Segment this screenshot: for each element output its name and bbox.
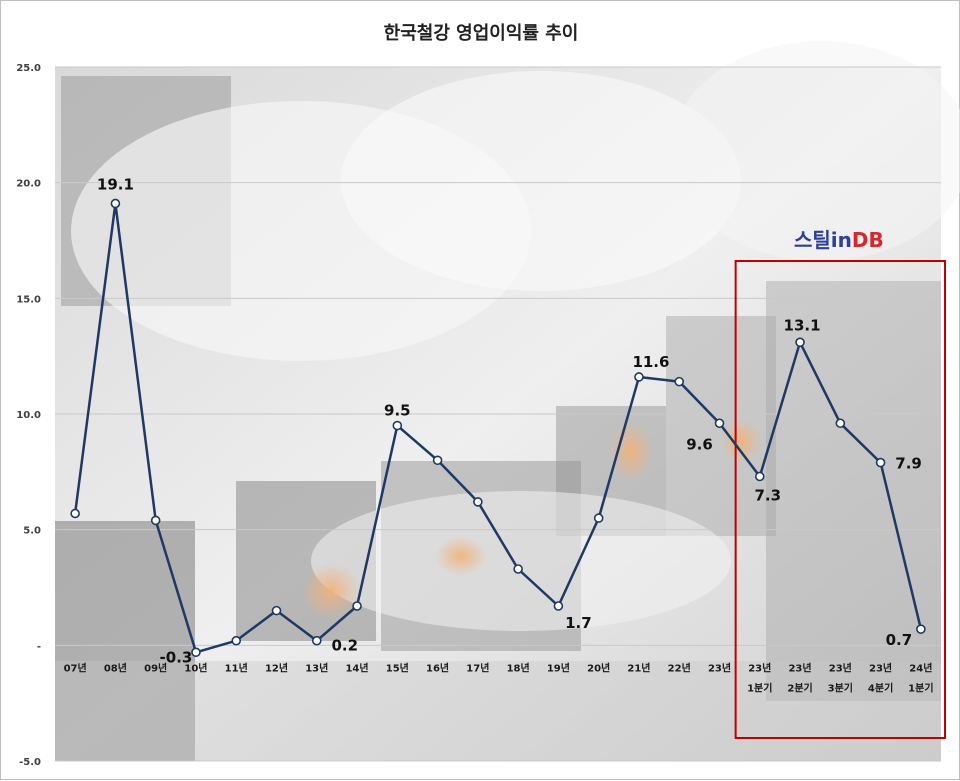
data-points [70, 198, 926, 658]
data-label: 19.1 [97, 175, 134, 193]
chart-title: 한국철강 영업이익률 추이 [384, 23, 579, 44]
x-tick-label: 23년 [788, 661, 811, 674]
data-label: 9.5 [384, 402, 411, 420]
x-tick-label: 13년 [305, 661, 328, 674]
data-label: 13.1 [784, 316, 821, 334]
svg-text:스틸inDB: 스틸inDB [794, 228, 884, 252]
x-tick-label: 23년 [829, 661, 852, 674]
data-label: 9.6 [686, 435, 713, 453]
x-tick-label: 18년 [507, 661, 530, 674]
data-label: -0.3 [160, 648, 193, 666]
y-tick-label: 25.0 [16, 63, 41, 74]
data-point [674, 376, 685, 387]
data-point [432, 455, 443, 466]
data-label: 11.6 [632, 353, 669, 371]
data-point [513, 564, 523, 574]
x-tick-label: 4분기 [868, 681, 893, 694]
x-tick-label: 19년 [547, 661, 570, 674]
x-tick-label: 2분기 [787, 681, 812, 694]
x-tick-label: 12년 [265, 661, 288, 674]
data-labels: 19.1 -0.3 0.2 9.5 1.7 11.6 9.6 7.3 13.1 7.9 0.7 [97, 175, 922, 666]
recent-quarters-highlight-box [734, 260, 946, 739]
x-tick-label: 08년 [104, 661, 127, 674]
data-point [231, 635, 242, 646]
y-tick-label: 15.0 [16, 294, 41, 305]
data-point [593, 513, 604, 523]
data-point [110, 198, 121, 209]
x-tick-label: 1분기 [908, 681, 933, 694]
x-tick-label: 23년 [708, 661, 731, 674]
x-tick-label: 07년 [64, 661, 87, 674]
data-point [835, 418, 846, 429]
x-tick-label: 16년 [426, 661, 449, 674]
data-point [392, 420, 403, 431]
x-tick-label: 15년 [386, 661, 409, 674]
data-point [916, 624, 926, 634]
logo-text-part1: 스틸in [794, 228, 852, 252]
data-point [191, 647, 201, 658]
y-tick-label: -5.0 [19, 757, 41, 768]
logo-text-part2: DB [852, 228, 884, 252]
y-tick-label: 5.0 [23, 526, 41, 537]
x-tick-label: 20년 [587, 661, 610, 674]
data-point [634, 372, 644, 382]
data-label: 7.9 [895, 455, 922, 473]
series-line [73, 202, 923, 654]
data-point [150, 515, 161, 526]
x-tick-label: 11년 [225, 661, 248, 674]
data-point [754, 471, 765, 482]
data-point [714, 418, 725, 429]
data-point [70, 508, 80, 519]
x-tick-label: 24년 [909, 661, 932, 674]
data-label: 1.7 [565, 614, 592, 632]
data-point [473, 497, 483, 507]
x-tick-label: 09년 [144, 661, 167, 674]
x-tick-label: 17년 [466, 661, 489, 674]
y-axis-tick-labels: -5.0-5.010.015.020.025.0 [16, 63, 41, 768]
x-axis-tick-labels: 07년 08년 09년 10년 11년 12년 13년 14년 15년 16년 17년 18년 19년 2… [64, 661, 934, 694]
x-tick-label: 23년 [869, 661, 892, 674]
data-point [553, 601, 564, 611]
data-point [271, 605, 282, 616]
y-tick-label: 10.0 [16, 410, 41, 421]
data-label: 7.3 [754, 486, 781, 504]
y-tick-label: 20.0 [16, 179, 41, 190]
x-tick-label: 3분기 [828, 681, 853, 694]
x-tick-label: 14년 [345, 661, 368, 674]
x-tick-label: 10년 [184, 661, 207, 674]
x-tick-label: 22년 [668, 661, 691, 674]
x-tick-label: 1분기 [747, 681, 772, 694]
y-tick-label: - [37, 641, 41, 652]
data-label: 0.7 [886, 631, 913, 649]
data-label: 0.2 [331, 637, 358, 655]
data-point [311, 635, 322, 646]
data-point [352, 601, 362, 611]
data-point [875, 457, 886, 468]
x-tick-label: 21년 [627, 661, 650, 674]
data-point [795, 337, 805, 348]
x-tick-label: 23년 [748, 661, 771, 674]
steelindb-logo: 스틸inDB [794, 228, 884, 252]
gridlines [55, 66, 941, 762]
